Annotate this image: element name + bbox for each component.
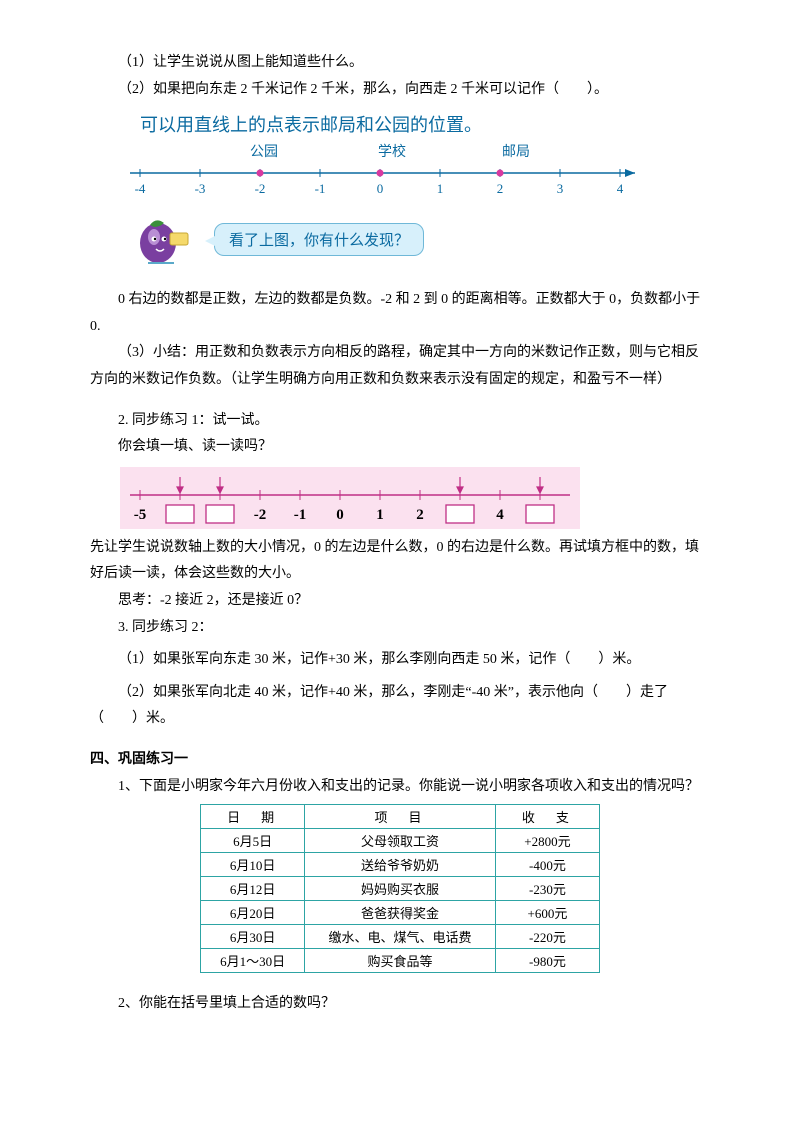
section-4-q2: 2、你能在括号里填上合适的数吗？: [90, 991, 710, 1018]
exercise-1-title: 2. 同步练习 1：试一试。: [90, 408, 710, 435]
pink-tick: -1: [294, 507, 307, 523]
speech-bubble: 看了上图，你有什么发现？: [214, 223, 424, 256]
tick-label: 2: [497, 181, 504, 196]
table-row: 6月10日送给爷爷奶奶-400元: [201, 853, 600, 877]
table-header-row: 日 期 项 目 收 支: [201, 805, 600, 829]
paragraph-after-pink: 先让学生说说数轴上数的大小情况，0 的左边是什么数，0 的右边是什么数。再试填方…: [90, 535, 710, 588]
exercise-2-q1: （1）如果张军向东走 30 米，记作+30 米，那么李刚向西走 50 米，记作（…: [90, 647, 710, 674]
tick-label: 0: [377, 181, 384, 196]
pink-tick: -5: [134, 507, 147, 523]
number-line-svg: -4 -3 -2 -1 0 1 2 3 4: [130, 161, 650, 201]
page-content: （1）让学生说说从图上能知道些什么。 （2）如果把向东走 2 千米记作 2 千米…: [0, 0, 800, 1058]
question-3-summary: （3）小结：用正数和负数表示方向相反的路程，确定其中一方向的米数记作正数，则与它…: [90, 340, 710, 393]
section-4-title: 四、巩固练习一: [90, 747, 710, 774]
label-park: 公园: [250, 141, 278, 161]
tick-label: -1: [315, 181, 326, 196]
mascot-row: 看了上图，你有什么发现？: [130, 209, 710, 269]
th-amount: 收 支: [495, 805, 599, 829]
exercise-2-q2: （2）如果张军向北走 40 米，记作+40 米，那么，李刚走“-40 米”，表示…: [90, 680, 710, 733]
exercise-1-question: 你会填一填、读一读吗？: [90, 434, 710, 461]
pink-tick: -2: [254, 507, 267, 523]
think-question: 思考：-2 接近 2，还是接近 0？: [90, 588, 710, 615]
table-row: 6月20日爸爸获得奖金+600元: [201, 901, 600, 925]
label-post: 邮局: [502, 141, 530, 161]
th-date: 日 期: [201, 805, 305, 829]
tick-label: 4: [617, 181, 624, 196]
income-expense-table: 日 期 项 目 收 支 6月5日父母领取工资+2800元 6月10日送给爷爷奶奶…: [200, 804, 600, 973]
th-item: 项 目: [305, 805, 496, 829]
question-2: （2）如果把向东走 2 千米记作 2 千米，那么，向西走 2 千米可以记作（ ）…: [90, 77, 710, 104]
pink-number-line: -5 -2 -1 0 1 2 4: [120, 467, 580, 529]
pink-tick: 0: [336, 507, 344, 523]
tick-label: 1: [437, 181, 444, 196]
paragraph-positive-negative: 0 右边的数都是正数，左边的数都是负数。-2 和 2 到 0 的距离相等。正数都…: [90, 287, 710, 340]
table-row: 6月5日父母领取工资+2800元: [201, 829, 600, 853]
question-1: （1）让学生说说从图上能知道些什么。: [90, 50, 710, 77]
number-line-diagram: 公园 学校 邮局 -4 -3: [130, 141, 650, 201]
tick-label: 3: [557, 181, 564, 196]
diagram-title: 可以用直线上的点表示邮局和公园的位置。: [140, 111, 710, 137]
table-row: 6月1～30日购买食品等-980元: [201, 949, 600, 973]
tick-label: -3: [195, 181, 206, 196]
tick-label: -2: [255, 181, 266, 196]
exercise-2-title: 3. 同步练习 2：: [90, 615, 710, 642]
pink-tick: 2: [416, 507, 424, 523]
section-4-q1: 1、下面是小明家今年六月份收入和支出的记录。你能说一说小明家各项收入和支出的情况…: [90, 774, 710, 801]
tick-label: -4: [135, 181, 146, 196]
eggplant-mascot-icon: [130, 209, 200, 269]
pink-tick: 4: [496, 507, 504, 523]
label-school: 学校: [378, 141, 406, 161]
table-row: 6月30日缴水、电、煤气、电话费-220元: [201, 925, 600, 949]
pink-tick: 1: [376, 507, 384, 523]
table-row: 6月12日妈妈购买衣服-230元: [201, 877, 600, 901]
